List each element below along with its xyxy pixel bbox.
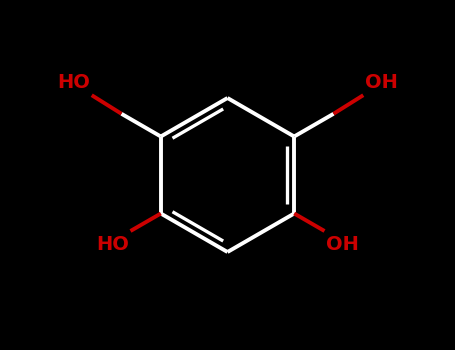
Text: HO: HO	[96, 234, 129, 253]
Text: HO: HO	[57, 73, 90, 92]
Text: OH: OH	[326, 234, 359, 253]
Text: OH: OH	[365, 73, 398, 92]
